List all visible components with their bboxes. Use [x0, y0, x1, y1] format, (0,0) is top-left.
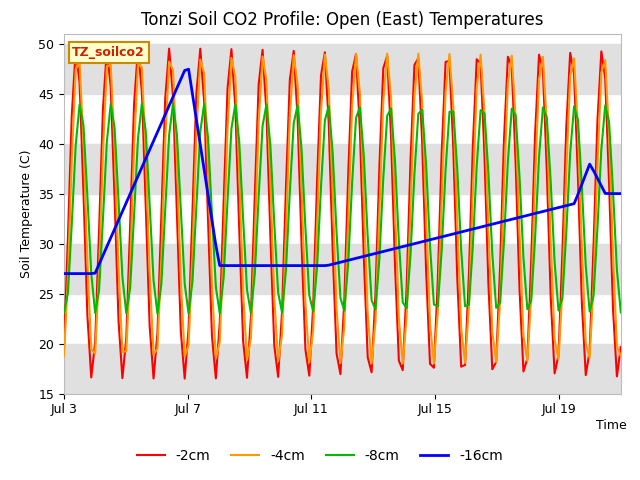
Text: Time: Time — [596, 419, 627, 432]
Bar — [64, 344, 621, 394]
Title: Tonzi Soil CO2 Profile: Open (East) Temperatures: Tonzi Soil CO2 Profile: Open (East) Temp… — [141, 11, 543, 29]
Bar — [64, 243, 621, 294]
Legend: -2cm, -4cm, -8cm, -16cm: -2cm, -4cm, -8cm, -16cm — [131, 443, 509, 468]
Bar — [64, 144, 621, 193]
Y-axis label: Soil Temperature (C): Soil Temperature (C) — [20, 149, 33, 278]
Bar — [64, 44, 621, 94]
Text: TZ_soilco2: TZ_soilco2 — [72, 46, 145, 59]
